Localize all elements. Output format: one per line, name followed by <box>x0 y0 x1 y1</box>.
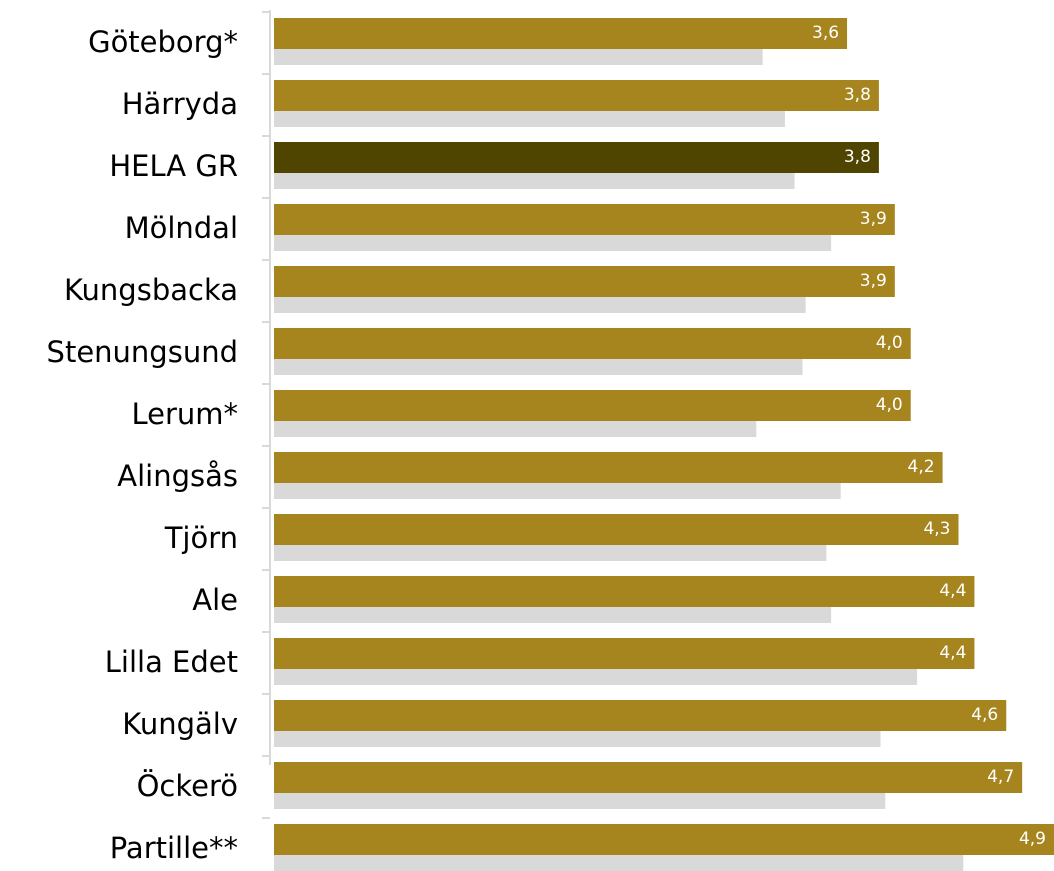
value-label: 3,9 <box>860 271 887 291</box>
category-label: Härryda <box>122 87 238 121</box>
bar <box>274 638 975 669</box>
value-label: 3,6 <box>812 23 839 43</box>
bar <box>274 545 827 561</box>
bar <box>274 359 803 375</box>
bar <box>274 18 848 49</box>
bar <box>274 762 1023 793</box>
bar <box>274 421 757 437</box>
value-label: 4,0 <box>876 333 903 353</box>
bar <box>274 142 879 173</box>
category-label: Lilla Edet <box>105 645 238 679</box>
bar <box>274 266 895 297</box>
bar <box>274 576 975 607</box>
category-label: Mölndal <box>125 211 238 245</box>
value-label: 4,4 <box>939 643 966 663</box>
bar <box>274 49 763 65</box>
category-label: Partille** <box>110 831 238 865</box>
bar <box>274 235 832 251</box>
bar <box>274 328 911 359</box>
bar <box>274 111 785 127</box>
value-label: 4,3 <box>923 519 950 539</box>
category-label: Öckerö <box>137 769 238 803</box>
bar <box>274 297 806 313</box>
bar <box>274 607 832 623</box>
bar <box>274 700 1007 731</box>
category-label: HELA GR <box>109 149 238 183</box>
value-label: 4,4 <box>939 581 966 601</box>
category-label: Alingsås <box>117 459 238 493</box>
bar <box>274 452 943 483</box>
category-label: Ale <box>192 583 238 617</box>
bar <box>274 731 881 747</box>
value-label: 3,8 <box>844 85 871 105</box>
bar <box>274 793 886 809</box>
category-label: Tjörn <box>164 521 238 555</box>
value-label: 4,6 <box>971 705 998 725</box>
value-label: 3,8 <box>844 147 871 167</box>
category-label: Göteborg* <box>88 25 238 59</box>
value-label: 3,9 <box>860 209 887 229</box>
bar <box>274 824 1054 855</box>
bar <box>274 204 895 235</box>
value-label: 4,7 <box>987 767 1014 787</box>
category-label: Stenungsund <box>47 335 238 369</box>
value-label: 4,2 <box>908 457 935 477</box>
bar <box>274 669 918 685</box>
bar <box>274 483 841 499</box>
bar <box>274 390 911 421</box>
bar <box>274 514 959 545</box>
category-label: Kungälv <box>122 707 238 741</box>
bar <box>274 80 879 111</box>
category-label: Kungsbacka <box>64 273 238 307</box>
bar <box>274 173 795 189</box>
category-label: Lerum* <box>131 397 238 431</box>
value-label: 4,9 <box>1019 829 1046 849</box>
bar <box>274 855 964 871</box>
value-label: 4,0 <box>876 395 903 415</box>
